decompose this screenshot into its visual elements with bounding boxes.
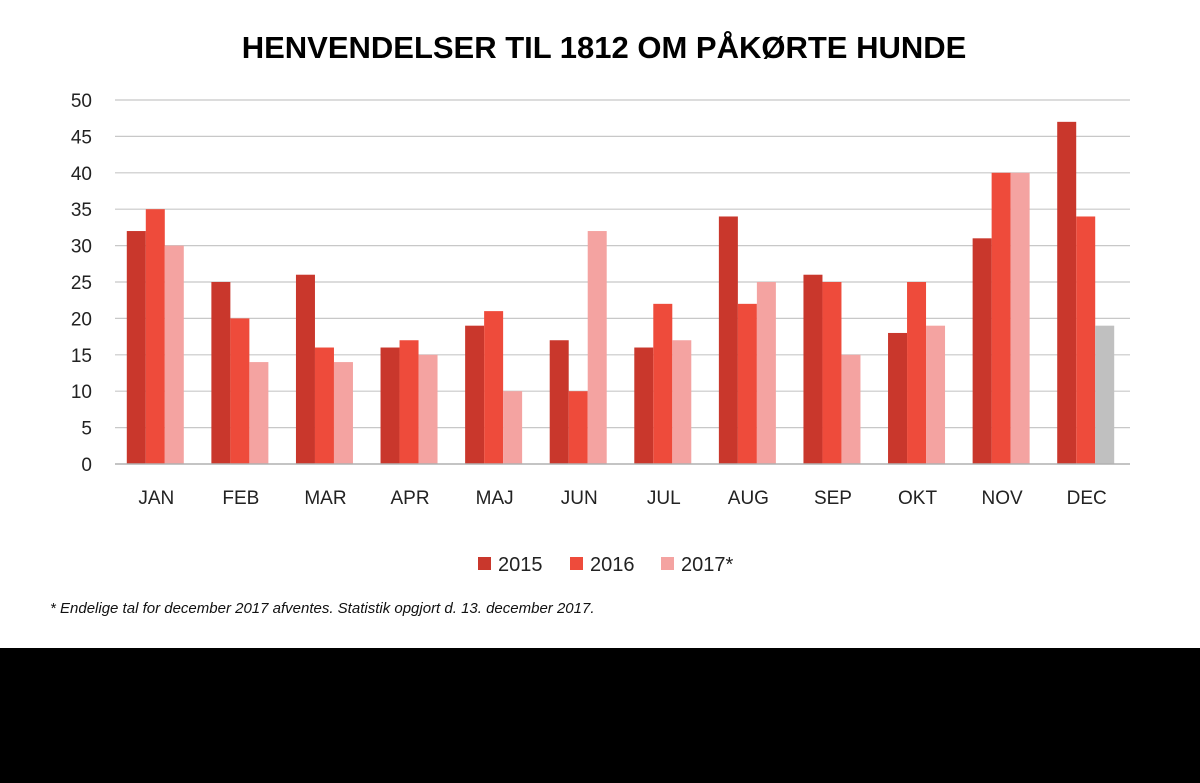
y-tick-label: 20 — [71, 309, 92, 330]
x-tick-label: JAN — [138, 488, 174, 509]
bar-2015-nov — [972, 238, 992, 464]
bar-2017-apr — [418, 354, 438, 464]
legend-label: 2015 — [498, 554, 543, 576]
bar-2016-jan — [145, 209, 165, 464]
bar-2015-jul — [634, 347, 654, 464]
bar-2017-dec — [1095, 325, 1115, 464]
y-tick-label: 25 — [71, 273, 92, 294]
footnote: * Endelige tal for december 2017 afvente… — [50, 600, 595, 617]
bar-2017-jan — [164, 245, 184, 464]
y-tick-label: 15 — [71, 346, 92, 367]
bar-chart: HENVENDELSER TIL 1812 OM PÅKØRTE HUNDE 0… — [50, 30, 1130, 617]
x-tick-label: OKT — [898, 488, 937, 509]
bar-2015-sep — [803, 274, 823, 464]
x-tick-label: NOV — [982, 488, 1024, 509]
bar-2015-maj — [465, 325, 485, 464]
bar-2017-aug — [756, 282, 776, 464]
bar-2016-jul — [653, 303, 673, 464]
bar-2016-nov — [991, 172, 1011, 465]
bar-2016-aug — [737, 303, 757, 464]
bar-2016-apr — [399, 340, 419, 464]
bars — [126, 121, 1115, 465]
chart-title: HENVENDELSER TIL 1812 OM PÅKØRTE HUNDE — [242, 30, 967, 65]
bar-2015-aug — [718, 216, 738, 464]
black-band — [0, 648, 1200, 783]
chart-panel: HENVENDELSER TIL 1812 OM PÅKØRTE HUNDE 0… — [0, 0, 1200, 648]
x-tick-label: AUG — [728, 488, 769, 509]
bar-2015-jan — [126, 231, 146, 464]
y-tick-label: 0 — [81, 455, 92, 476]
legend-swatch — [570, 557, 583, 570]
bar-2016-feb — [230, 318, 250, 464]
legend-swatch — [661, 557, 674, 570]
y-tick-label: 35 — [71, 200, 92, 221]
x-tick-label: APR — [391, 488, 430, 509]
bar-2016-maj — [484, 311, 504, 464]
x-tick-label: SEP — [814, 488, 852, 509]
bar-2017-okt — [926, 325, 946, 464]
bar-2016-dec — [1076, 216, 1096, 464]
bar-2017-mar — [333, 362, 353, 464]
bar-2016-mar — [314, 347, 334, 464]
bar-2017-maj — [503, 391, 523, 464]
y-tick-label: 10 — [71, 382, 92, 403]
bar-2016-sep — [822, 282, 842, 464]
bar-2016-jun — [568, 391, 588, 464]
bar-2017-jun — [587, 231, 607, 464]
bar-2015-mar — [295, 274, 315, 464]
x-tick-label: FEB — [222, 488, 259, 509]
gridlines — [115, 99, 1130, 429]
bar-2015-dec — [1057, 121, 1077, 464]
y-tick-label: 5 — [81, 419, 92, 440]
x-tick-label: MAR — [304, 488, 346, 509]
x-tick-label: JUL — [647, 488, 681, 509]
bar-2017-feb — [249, 362, 269, 464]
bar-2015-jun — [549, 340, 569, 464]
legend-swatch — [478, 557, 491, 570]
legend: 2015 2016 2017* — [478, 554, 733, 576]
bar-2016-okt — [907, 282, 927, 464]
legend-label: 2016 — [590, 554, 635, 576]
bar-2015-feb — [211, 282, 231, 464]
y-axis-ticks: 0 5 10 15 20 25 30 35 40 45 50 — [71, 91, 92, 476]
bar-2017-sep — [841, 354, 861, 464]
y-tick-label: 50 — [71, 91, 92, 112]
y-tick-label: 30 — [71, 237, 92, 258]
x-tick-label: MAJ — [476, 488, 514, 509]
bar-2017-nov — [1010, 172, 1030, 465]
bar-2017-jul — [672, 340, 692, 464]
legend-label: 2017* — [681, 554, 733, 576]
x-tick-label: DEC — [1067, 488, 1107, 509]
x-tick-label: JUN — [561, 488, 598, 509]
y-tick-label: 40 — [71, 164, 92, 185]
bar-2015-apr — [380, 347, 400, 464]
y-tick-label: 45 — [71, 127, 92, 148]
x-axis-ticks: JAN FEB MAR APR MAJ JUN JUL AUG SEP OKT NOV DEC — [138, 488, 1106, 509]
bar-2015-okt — [888, 332, 908, 464]
